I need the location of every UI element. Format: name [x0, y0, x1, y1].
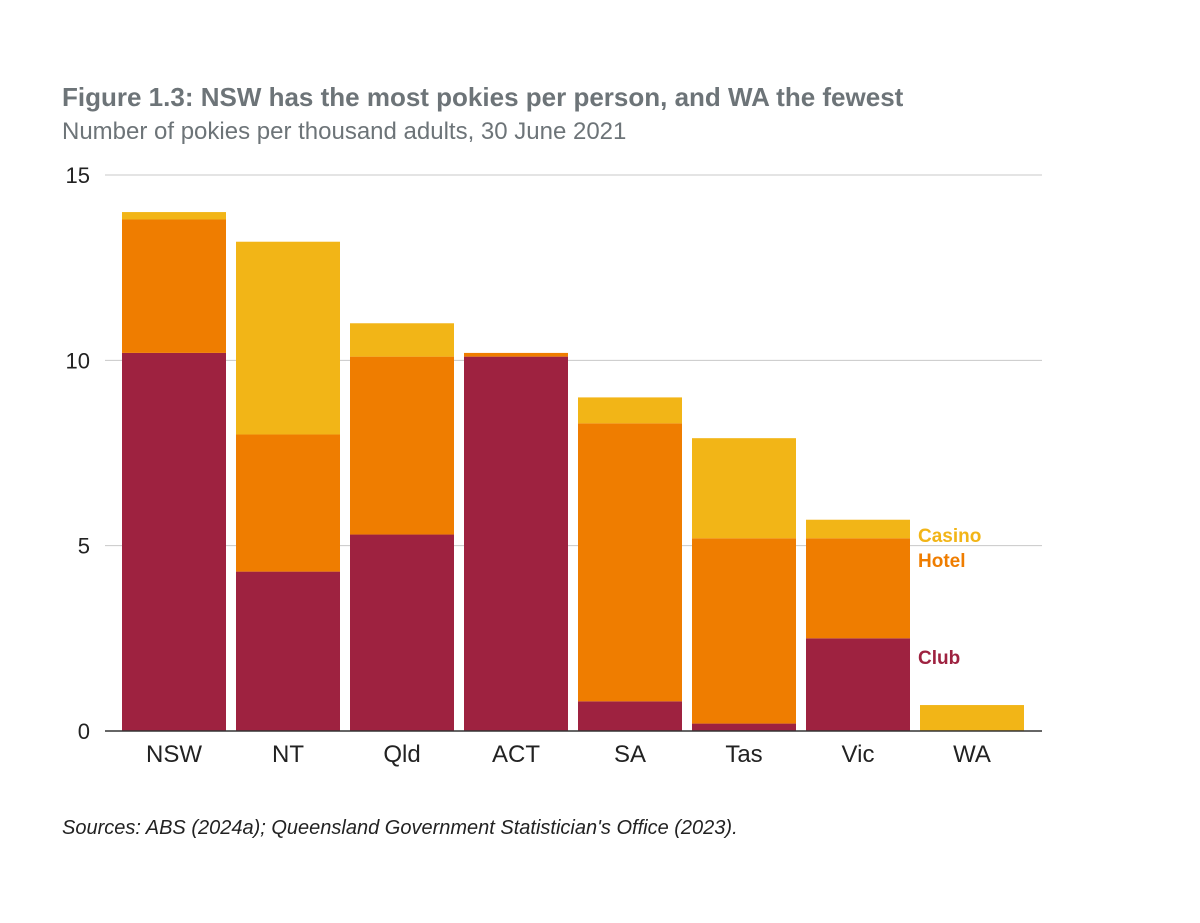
bar-club-vic — [806, 638, 910, 731]
chart-subtitle: Number of pokies per thousand adults, 30… — [62, 118, 627, 145]
x-tick-label: NSW — [146, 741, 202, 768]
bar-club-qld — [350, 534, 454, 731]
bar-hotel-tas — [692, 538, 796, 724]
bar-casino-wa — [920, 705, 1024, 731]
chart-title: Figure 1.3: NSW has the most pokies per … — [62, 82, 904, 112]
bar-club-act — [464, 356, 568, 731]
bar-club-sa — [578, 701, 682, 731]
x-tick-label: Tas — [725, 741, 762, 768]
bar-club-tas — [692, 723, 796, 731]
source-note: Sources: ABS (2024a); Queensland Governm… — [62, 817, 738, 839]
x-tick-label: Vic — [842, 741, 875, 768]
y-tick-label: 5 — [78, 534, 90, 559]
legend-label-casino: Casino — [918, 526, 981, 547]
bar-hotel-vic — [806, 538, 910, 639]
bar-hotel-act — [464, 352, 568, 357]
x-tick-label: ACT — [492, 741, 540, 768]
bar-casino-qld — [350, 323, 454, 357]
bar-casino-nsw — [122, 212, 226, 220]
y-tick-label: 15 — [66, 163, 90, 188]
legend-label-club: Club — [918, 648, 960, 669]
bar-casino-vic — [806, 519, 910, 539]
bar-hotel-nt — [236, 434, 340, 572]
y-tick-label: 10 — [66, 348, 90, 373]
x-tick-label: WA — [953, 741, 991, 768]
y-tick-label: 0 — [78, 719, 90, 744]
bar-club-nt — [236, 571, 340, 731]
x-tick-label: NT — [272, 741, 304, 768]
x-tick-label: Qld — [383, 741, 420, 768]
x-tick-label: SA — [614, 741, 646, 768]
bar-casino-nt — [236, 241, 340, 435]
bar-casino-tas — [692, 438, 796, 539]
bar-casino-sa — [578, 397, 682, 424]
bar-hotel-sa — [578, 423, 682, 702]
bar-hotel-qld — [350, 356, 454, 535]
bar-club-nsw — [122, 352, 226, 731]
bar-hotel-nsw — [122, 219, 226, 353]
legend-label-hotel: Hotel — [918, 551, 966, 572]
